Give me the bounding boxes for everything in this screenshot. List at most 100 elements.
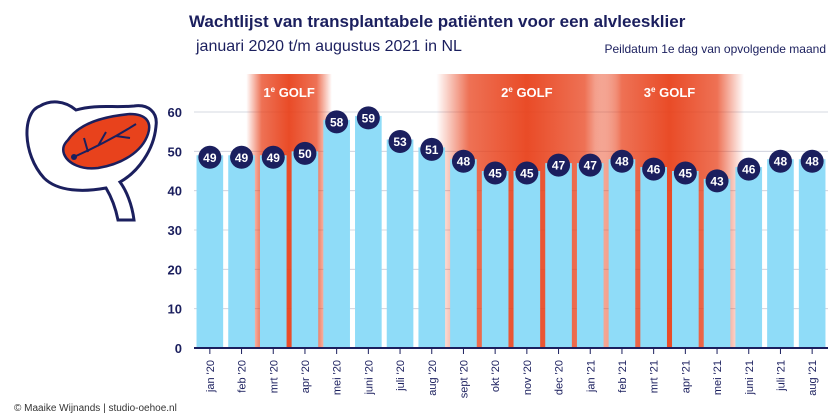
bars [196,115,826,348]
x-tick-label: apr '20 [300,360,312,393]
x-tick-label: sept '20 [458,360,470,398]
x-tick-label: apr '21 [680,360,692,393]
x-tick-label: juni '21 [744,360,756,396]
bar [640,167,667,348]
value-badge [642,157,666,181]
y-tick-label: 50 [168,144,182,159]
value-labels: 49 49 49 50 58 59 53 51 48 45 45 47 47 48 46 45 43 46 48 48 [198,106,824,193]
value-label: 43 [710,174,724,188]
value-badge [737,157,761,181]
value-badge [547,153,571,177]
value-label: 49 [235,151,249,165]
wave-label: 3e GOLF [644,85,695,100]
bar [323,119,350,348]
x-tick-label: nov '20 [522,360,534,395]
value-badge [800,149,824,173]
bar [228,155,255,348]
wave-label: 1e GOLF [263,85,314,100]
bar [481,171,509,348]
bar [259,155,287,348]
value-label: 53 [393,135,407,149]
value-badge [261,145,285,169]
x-tick-label: mrt '21 [649,360,661,393]
bar [608,159,636,348]
bar [703,178,731,348]
value-label: 45 [520,167,534,181]
value-label: 49 [267,151,281,165]
bar [767,159,794,348]
bar [291,151,319,348]
value-badge [451,149,475,173]
value-label: 46 [647,163,661,177]
bar [798,159,826,348]
value-badge [325,110,349,134]
x-tick-label: mrt '20 [268,360,280,393]
x-tick-label: juli '20 [395,360,407,392]
pancreas-icon [25,100,158,222]
value-label: 58 [330,115,344,129]
bar [418,147,446,348]
x-tick-label: feb '20 [237,360,249,393]
value-label: 59 [362,111,376,125]
y-tick-label: 30 [168,223,182,238]
x-tick-label: aug '20 [427,360,439,396]
bar [672,171,699,348]
x-tick-label: jan '21 [585,360,597,393]
bar [735,167,763,348]
x-tick-label: juni '20 [363,360,375,396]
y-tick-label: 0 [175,341,182,356]
bar [386,139,414,348]
wave-band [246,74,332,348]
value-label: 47 [552,159,566,173]
x-tick-label: jan '20 [205,360,217,393]
axes: jan '20 feb '20 mrt '20 apr '20 mei '20 juni … [194,347,828,398]
x-tick-label: mei '20 [332,360,344,395]
bar [576,163,604,348]
value-label: 45 [488,167,502,181]
value-badge [515,161,539,185]
y-tick-label: 60 [168,105,182,120]
chart-title: Wachtlijst van transplantabele patiënten… [189,12,686,31]
bar [355,115,382,348]
value-badge [388,130,412,154]
value-badge [420,137,444,161]
credit-text: © Maaike Wijnands | studio-oehoe.nl [14,403,177,414]
bar [196,155,224,348]
chart-subtitle: januari 2020 t/m augustus 2021 in NL [196,38,462,55]
value-badge [610,149,634,173]
value-label: 47 [584,159,598,173]
y-tick-label: 10 [168,302,182,317]
x-tick-label: juli '21 [775,360,787,392]
value-label: 48 [805,155,819,169]
value-label: 49 [203,151,217,165]
bar [513,171,541,348]
value-label: 48 [615,155,629,169]
x-tick-label: okt '20 [490,360,502,392]
value-badge [293,141,317,165]
value-badge [673,161,697,185]
value-label: 46 [742,163,756,177]
value-badge [705,169,729,193]
value-badge [230,145,254,169]
x-tick-label: feb '21 [617,360,629,393]
value-badge [198,145,222,169]
wave-label: 2e GOLF [501,85,552,100]
value-label: 50 [298,147,312,161]
reference-date-note: Peildatum 1e dag van opvolgende maand [604,42,827,56]
x-tick-label: dec '20 [554,360,566,395]
y-tick-label: 20 [168,262,182,277]
value-label: 45 [679,167,693,181]
bar [450,159,477,348]
value-badge [578,153,602,177]
x-tick-label: aug '21 [807,360,819,396]
y-tick-label: 40 [168,184,182,199]
value-badge [356,106,380,130]
value-label: 48 [774,155,788,169]
value-badge [483,161,507,185]
value-label: 48 [457,155,471,169]
bar [545,163,572,348]
x-tick-label: mei '21 [712,360,724,395]
value-badge [768,149,792,173]
